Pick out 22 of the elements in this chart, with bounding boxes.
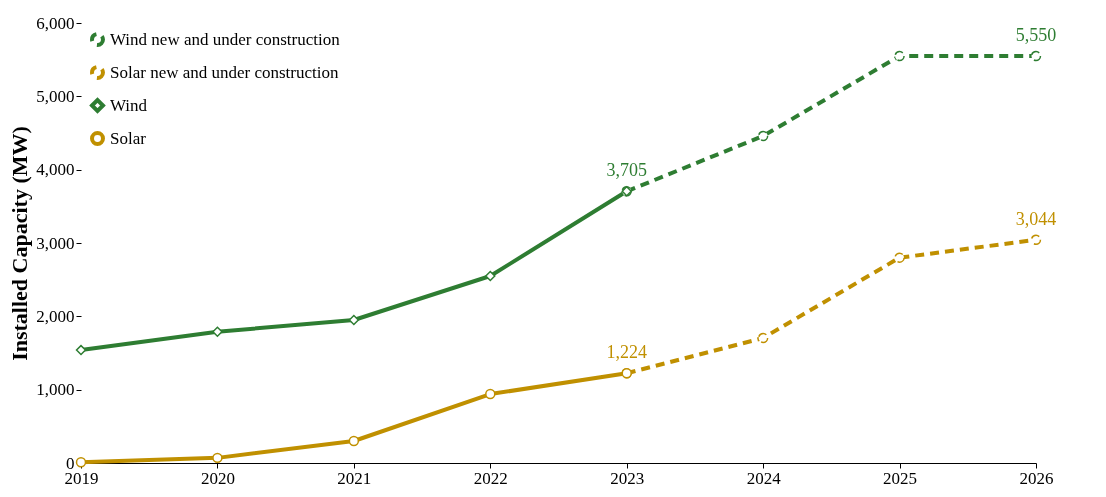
y-tick-label: 1,000	[36, 380, 75, 400]
y-tick-label: 6,000	[36, 13, 75, 33]
legend-label: Solar	[110, 128, 147, 148]
x-tick-label: 2021	[337, 468, 372, 488]
y-tick-label: 5,000	[36, 86, 75, 106]
x-tick-label: 2020	[200, 468, 235, 488]
data-label: 1,224	[606, 342, 647, 363]
y-tick-label: 4,000	[36, 160, 75, 180]
legend-label: Wind	[110, 95, 148, 115]
data-label: 3,044	[1015, 208, 1057, 229]
y-tick-label: 3,000	[36, 233, 75, 253]
x-tick-label: 2025	[883, 468, 918, 488]
x-tick-label: 2022	[473, 468, 508, 488]
x-tick-label: 2026	[1019, 468, 1054, 488]
x-tick-label: 2024	[746, 468, 782, 488]
x-tick-label: 2023	[610, 468, 645, 488]
legend-label: Solar new and under construction	[110, 62, 339, 82]
legend-label: Wind new and under construction	[110, 29, 341, 49]
data-label: 5,550	[1015, 25, 1057, 45]
y-tick-label: 2,000	[36, 306, 75, 326]
y-axis-title: Installed Capacity (MW)	[7, 126, 33, 361]
data-label: 3,705	[606, 160, 647, 181]
